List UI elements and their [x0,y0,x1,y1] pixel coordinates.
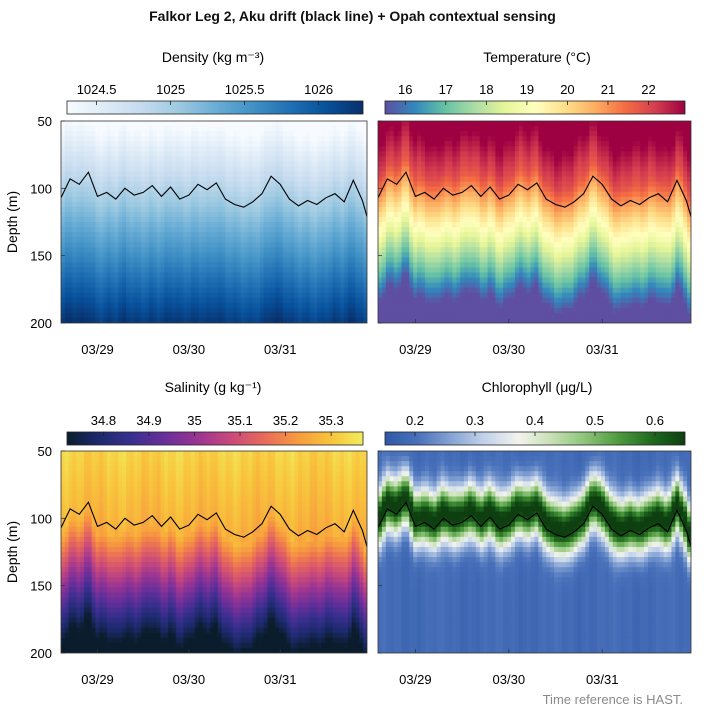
chlorophyll-heatmap [378,451,691,653]
salinity-y-tick-label: 100 [30,511,52,526]
salinity-x-tick-label: 03/29 [81,672,114,687]
salinity-x-tick-label: 03/31 [264,672,297,687]
salinity-drift-line [61,501,367,547]
density-y-tick-label: 50 [38,114,52,129]
chlorophyll-drift-line [378,501,691,547]
salinity-y-tick-label: 150 [30,579,52,594]
temperature-panel: Temperature (°C) 16 17 18 19 20 21 22 03/29 03/30… [377,49,692,357]
temperature-x-tick-label: 03/30 [493,342,526,357]
salinity-colorbar [66,431,364,446]
chlorophyll-x-tick-label: 03/29 [399,672,432,687]
time-reference-note: Time reference is HAST. [542,692,683,707]
temperature-drift-line [378,171,691,217]
salinity-panel: Salinity (g kg⁻¹) 34.8 34.9 35 35.1 35.2 35.3 5… [4,379,368,687]
salinity-colorbar-tick-label: 35.3 [318,413,343,428]
temperature-colorbar-tick-label: 21 [601,82,615,97]
chlorophyll-colorbar-tick-label: 0.3 [466,413,484,428]
density-colorbar-tick-label: 1025.5 [225,82,265,97]
figure-title: Falkor Leg 2, Aku drift (black line) + O… [149,8,556,24]
temperature-colorbar-tick-label: 19 [520,82,534,97]
density-drift-line [61,171,367,217]
temperature-heatmap [378,121,691,323]
salinity-x-tick-label: 03/30 [173,672,206,687]
y-axis-label: Depth (m) [4,521,20,583]
density-x-tick-label: 03/29 [81,342,114,357]
density-colorbar [66,100,364,115]
salinity-colorbar-tick-label: 34.9 [136,413,161,428]
temperature-title: Temperature (°C) [483,49,591,65]
density-plot-frame [60,120,368,324]
salinity-plot-frame [60,450,368,654]
salinity-colorbar-tick-label: 35.2 [273,413,298,428]
density-colorbar-tick-label: 1025 [156,82,185,97]
chlorophyll-x-tick-label: 03/30 [493,672,526,687]
temperature-colorbar-tick-label: 17 [439,82,453,97]
density-y-tick-label: 150 [30,249,52,264]
chlorophyll-colorbar-tick-label: 0.6 [646,413,664,428]
salinity-y-tick-label: 50 [38,444,52,459]
chlorophyll-panel: Chlorophyll (μg/L) 0.2 0.3 0.4 0.5 0.6 03/29 03… [377,379,692,687]
density-heatmap [61,121,367,323]
y-axis-label: Depth (m) [4,191,20,253]
density-colorbar-tick-label: 1024.5 [77,82,117,97]
chlorophyll-title: Chlorophyll (μg/L) [482,379,593,395]
density-colorbar-tick-label: 1026 [304,82,333,97]
chlorophyll-plot-frame [377,450,692,654]
chlorophyll-colorbar-tick-label: 0.2 [406,413,424,428]
salinity-title: Salinity (g kg⁻¹) [165,379,262,395]
density-title: Density (kg m⁻³) [162,49,264,65]
density-y-tick-label: 200 [30,316,52,331]
salinity-y-tick-label: 200 [30,646,52,661]
density-x-tick-label: 03/31 [264,342,297,357]
salinity-colorbar-tick-label: 35.1 [227,413,252,428]
temperature-colorbar-tick-label: 22 [641,82,655,97]
salinity-colorbar-tick-label: 34.8 [91,413,116,428]
temperature-colorbar-tick-label: 20 [560,82,574,97]
temperature-colorbar-tick-label: 16 [398,82,412,97]
chlorophyll-colorbar-tick-label: 0.4 [526,413,544,428]
chlorophyll-x-tick-label: 03/31 [586,672,619,687]
density-y-tick-label: 100 [30,181,52,196]
density-panel: Density (kg m⁻³) 1024.5 1025 1025.5 1026 50 10… [4,49,368,357]
salinity-heatmap [61,451,367,653]
temperature-plot-frame [377,120,692,324]
density-x-tick-label: 03/30 [173,342,206,357]
temperature-x-tick-label: 03/29 [399,342,432,357]
temperature-x-tick-label: 03/31 [586,342,619,357]
salinity-colorbar-tick-label: 35 [187,413,201,428]
temperature-colorbar [384,100,686,115]
chlorophyll-colorbar-tick-label: 0.5 [586,413,604,428]
temperature-colorbar-tick-label: 18 [479,82,493,97]
